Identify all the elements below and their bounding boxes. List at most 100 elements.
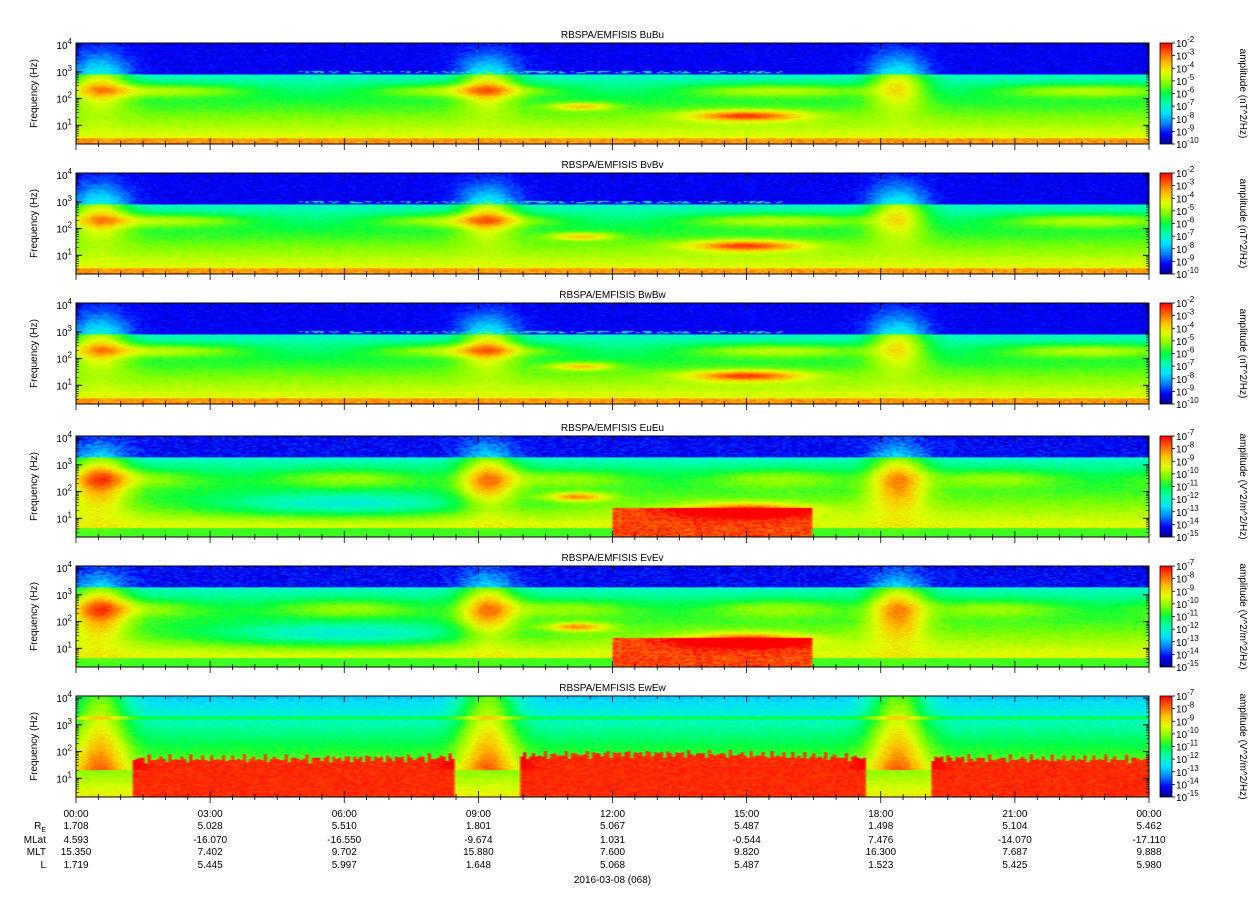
- x-tick-label: 00:00: [1136, 809, 1161, 820]
- ephemeris-value: 7.687: [1002, 847, 1027, 858]
- colorbar: [1159, 172, 1173, 275]
- colorbar-label: amplitude (nT^2/Hz): [1237, 49, 1248, 139]
- colorbar-tick-label: 10-8: [1176, 571, 1195, 586]
- colorbar-tick-label: 10-5: [1176, 203, 1195, 218]
- x-tick-label: 09:00: [466, 809, 491, 820]
- y-axis-label: Frequency (Hz): [29, 319, 40, 388]
- ephemeris-value: 4.593: [63, 835, 88, 846]
- ephemeris-row-label: MLT: [27, 847, 46, 858]
- colorbar-label: amplitude (nT^2/Hz): [1237, 179, 1248, 269]
- colorbar-tick-label: 10-5: [1176, 73, 1195, 88]
- colorbar-tick-label: 10-14: [1176, 776, 1199, 791]
- colorbar-tick-label: 10-14: [1176, 646, 1199, 661]
- y-axis-label: Frequency (Hz): [29, 712, 40, 781]
- ephemeris-value: 5.462: [1136, 821, 1161, 832]
- ephemeris-value: 5.487: [734, 821, 759, 832]
- spectrogram-panel-2: RBSPA/EMFISIS BvBv 101 102 103 104 Frequency …: [29, 160, 1248, 281]
- colorbar-tick-label: 10-13: [1176, 764, 1199, 779]
- colorbar-tick-label: 10-3: [1176, 48, 1195, 63]
- colorbar: [1159, 302, 1173, 405]
- y-tick-label: 102: [56, 351, 72, 366]
- colorbar-tick-label: 10-7: [1176, 558, 1195, 573]
- ephemeris-value: 7.402: [198, 847, 223, 858]
- spectrogram-image: [76, 436, 1149, 537]
- x-tick-label: 21:00: [1002, 809, 1027, 820]
- ephemeris-value: -17.110: [1132, 835, 1166, 846]
- y-tick-label: 102: [56, 91, 72, 106]
- y-tick-label: 102: [56, 221, 72, 236]
- ephemeris-value: 1.498: [868, 821, 893, 832]
- x-tick-label: 06:00: [332, 809, 357, 820]
- y-tick-label: 104: [56, 167, 72, 182]
- ephemeris-value: 5.487: [734, 860, 759, 871]
- colorbar-tick-label: 10-6: [1176, 86, 1195, 101]
- colorbar-tick-label: 10-4: [1176, 320, 1195, 335]
- ephemeris-value: 5.980: [1136, 860, 1161, 871]
- y-tick-label: 102: [56, 614, 72, 629]
- colorbar-tick-label: 10-14: [1176, 516, 1199, 531]
- panel-title: RBSPA/EMFISIS BuBu: [561, 30, 664, 41]
- x-tick-label: 00:00: [63, 809, 88, 820]
- ephemeris-row-label: L: [40, 860, 46, 871]
- ephemeris-value: 5.997: [332, 860, 357, 871]
- spectrogram-image: [76, 696, 1149, 797]
- x-tick-label: 12:00: [600, 809, 625, 820]
- colorbar-tick-label: 10-3: [1176, 308, 1195, 323]
- ephemeris-value: -16.070: [193, 835, 227, 846]
- colorbar-tick-label: 10-8: [1176, 441, 1195, 456]
- colorbar-tick-label: 10-7: [1176, 98, 1195, 113]
- ephemeris-value: 5.425: [1002, 860, 1027, 871]
- colorbar-tick-label: 10-7: [1176, 228, 1195, 243]
- ephemeris-value: 7.600: [600, 847, 625, 858]
- spectrogram-panel-5: RBSPA/EMFISIS EvEv 101 102 103 104 Frequency …: [29, 553, 1248, 674]
- y-tick-label: 101: [56, 377, 72, 392]
- ephemeris-value: 1.719: [63, 860, 88, 871]
- colorbar-tick-label: 10-6: [1176, 346, 1195, 361]
- y-tick-label: 103: [56, 587, 72, 602]
- y-tick-label: 103: [56, 64, 72, 79]
- colorbar-tick-label: 10-11: [1176, 609, 1199, 624]
- colorbar-tick-label: 10-8: [1176, 701, 1195, 716]
- ephemeris-value: -14.070: [998, 835, 1032, 846]
- spectrogram-panel-1: RBSPA/EMFISIS BuBu 101 102 103 104 Frequency …: [29, 30, 1248, 151]
- colorbar-tick-label: 10-15: [1176, 789, 1199, 804]
- colorbar-tick-label: 10-10: [1176, 466, 1199, 481]
- y-axis-label: Frequency (Hz): [29, 59, 40, 128]
- spectrogram-panel-6: RBSPA/EMFISIS EwEw 101 102 103 104 Frequency …: [29, 683, 1248, 804]
- y-tick-label: 104: [56, 297, 72, 312]
- panel-title: RBSPA/EMFISIS BwBw: [559, 290, 666, 301]
- colorbar-tick-label: 10-9: [1176, 583, 1195, 598]
- ephemeris-value: 15.880: [463, 847, 494, 858]
- y-tick-label: 104: [56, 430, 72, 445]
- ephemeris-value: 15.350: [61, 847, 92, 858]
- colorbar-tick-label: 10-13: [1176, 634, 1199, 649]
- y-tick-label: 102: [56, 744, 72, 759]
- y-tick-label: 104: [56, 690, 72, 705]
- y-tick-label: 101: [56, 247, 72, 262]
- colorbar-label: amplitude (V^2/m^2/Hz): [1237, 563, 1248, 669]
- colorbar-tick-label: 10-8: [1176, 371, 1195, 386]
- colorbar-tick-label: 10-5: [1176, 333, 1195, 348]
- y-tick-label: 103: [56, 194, 72, 209]
- ephemeris-value: -16.550: [327, 835, 361, 846]
- y-tick-label: 102: [56, 484, 72, 499]
- x-tick-label: 15:00: [734, 809, 759, 820]
- ephemeris-value: 1.801: [466, 821, 491, 832]
- ephemeris-value: -0.544: [732, 835, 761, 846]
- colorbar-tick-label: 10-3: [1176, 178, 1195, 193]
- ephemeris-value: 7.476: [868, 835, 893, 846]
- colorbar-tick-label: 10-15: [1176, 529, 1199, 544]
- colorbar-tick-label: 10-4: [1176, 190, 1195, 205]
- colorbar-tick-label: 10-10: [1176, 136, 1199, 151]
- ephemeris-value: 5.445: [198, 860, 223, 871]
- ephemeris-value: 9.888: [1136, 847, 1161, 858]
- x-tick-label: 03:00: [198, 809, 223, 820]
- y-tick-label: 103: [56, 324, 72, 339]
- ephemeris-value: 9.820: [734, 847, 759, 858]
- colorbar-tick-label: 10-15: [1176, 659, 1199, 674]
- colorbar-tick-label: 10-2: [1176, 165, 1195, 180]
- ephemeris-value: 5.510: [332, 821, 357, 832]
- colorbar-label: amplitude (V^2/m^2/Hz): [1237, 433, 1248, 539]
- colorbar-tick-label: 10-11: [1176, 479, 1199, 494]
- y-tick-label: 101: [56, 510, 72, 525]
